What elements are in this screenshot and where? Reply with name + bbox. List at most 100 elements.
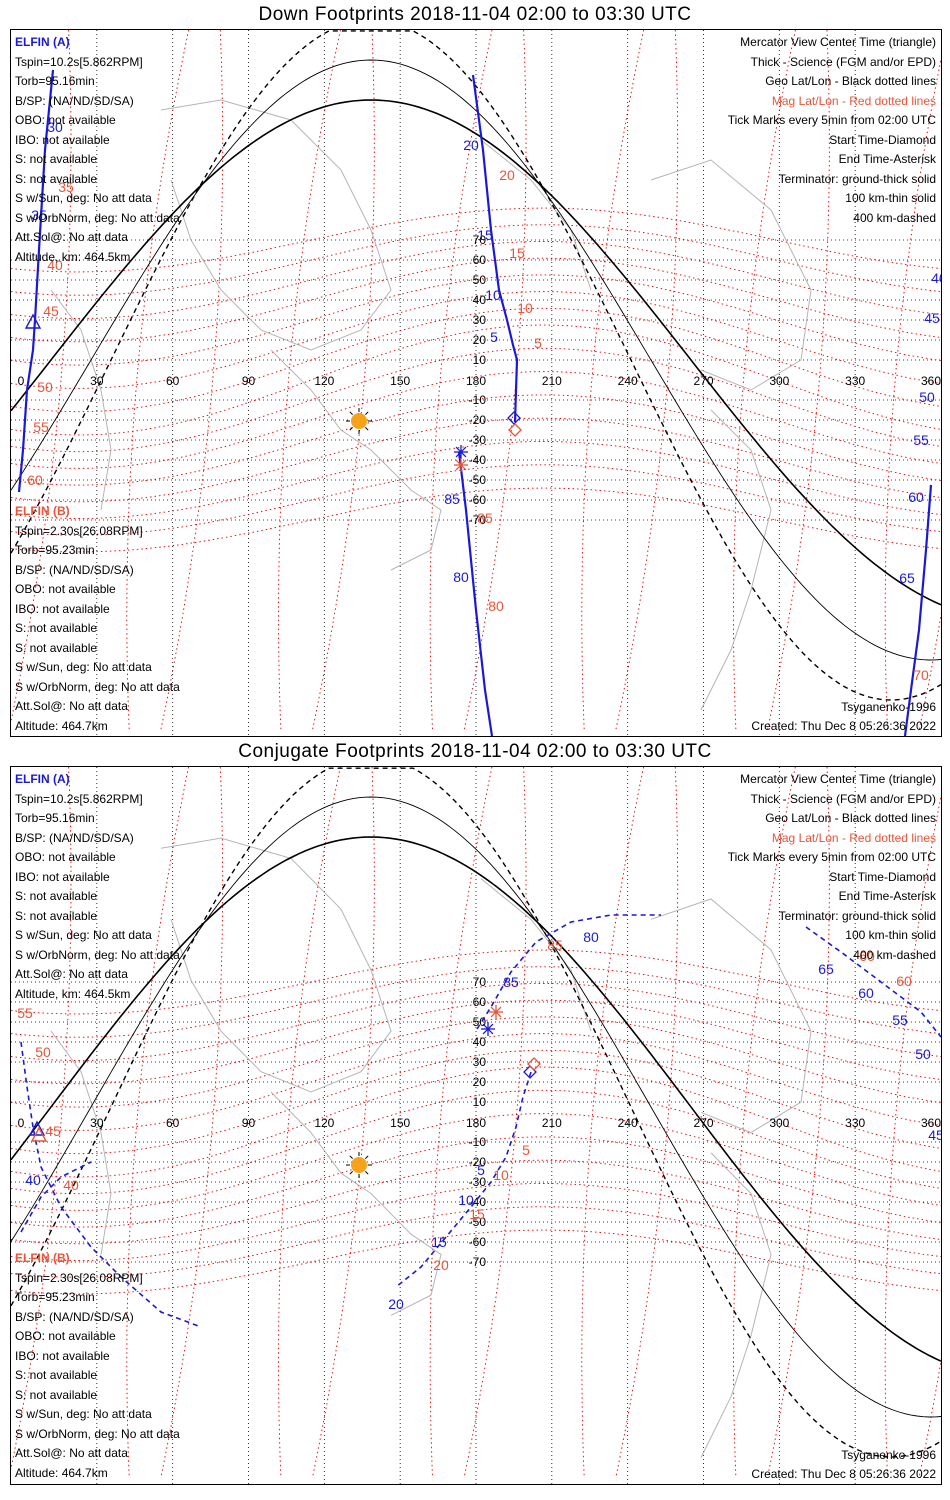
legend: Mercator View Center Time (triangle) Thi… <box>728 770 936 965</box>
info-line: IBO: not available <box>15 869 110 884</box>
lon-tick-label: 270 <box>693 374 713 388</box>
legend-item: 100 km-thin solid <box>845 928 936 942</box>
legend-item: Tick Marks every 5min from 02:00 UTC <box>727 850 936 864</box>
lon-tick-label: 0 <box>18 374 25 388</box>
lon-tick-label: 120 <box>314 1116 334 1130</box>
lon-tick-label: 150 <box>390 1116 410 1130</box>
track-tick-label: 15 <box>431 1234 447 1250</box>
start-diamond-icon <box>507 411 521 425</box>
legend-item: Geo Lat/Lon - Black dotted lines <box>765 811 936 825</box>
lon-tick-label: 300 <box>769 1116 789 1130</box>
track-tick-label: 15 <box>477 227 493 243</box>
track-elfin-a-conj-left <box>20 1041 202 1328</box>
info-line: OBO: not available <box>15 582 116 596</box>
info-line: S: not available <box>15 171 98 186</box>
lon-tick-label: 360 <box>921 1116 941 1130</box>
lat-tick-label: -10 <box>469 393 487 407</box>
lon-tick-label: 330 <box>845 1116 865 1130</box>
track-tick-label: 15 <box>509 245 525 261</box>
info-line: IBO: not available <box>15 1348 110 1363</box>
track-tick-label: 85 <box>477 510 493 526</box>
info-line: S: not available <box>15 1387 98 1402</box>
legend-item: 400 km-dashed <box>853 210 936 225</box>
map-canvas-down: 0 30 60 90 120 150 180 210 240 270 300 330 360 70 60 50… <box>11 30 941 736</box>
track-tick-label: 5 <box>522 1142 530 1158</box>
terminator-ground <box>11 99 941 606</box>
track-tick-label: 20 <box>499 167 515 183</box>
lon-tick-label: 240 <box>618 374 638 388</box>
info-line: S: not available <box>15 640 98 655</box>
mag-parallel <box>11 1033 941 1131</box>
legend: Mercator View Center Time (triangle) Thi… <box>728 33 936 228</box>
lon-tick-label: 150 <box>390 374 410 388</box>
info-line: S w/OrbNorm, deg: No att data <box>15 210 180 225</box>
mag-meridian <box>312 767 375 1478</box>
mag-parallel <box>11 241 941 319</box>
track-tick-label: 55 <box>892 1012 908 1028</box>
track-tick-label: 10 <box>485 287 501 303</box>
info-line: IBO: not available <box>15 601 110 616</box>
coastline <box>50 289 112 511</box>
info-line: Tspin=2.30s[26.08RPM] <box>15 523 143 538</box>
info-line: S w/Sun, deg: No att data <box>15 1407 152 1421</box>
track-tick-label: 80 <box>453 569 469 585</box>
sun-icon <box>351 413 367 429</box>
elfin-b-info: ELFIN (B) Tspin=2.30s[26.08RPM] Torb=95.… <box>15 1249 180 1483</box>
info-line: Torb=95.16min <box>15 74 95 88</box>
track-elfin-b-center <box>457 451 494 736</box>
lat-tick-label: -30 <box>469 433 487 447</box>
mag-parallel <box>11 949 941 1015</box>
info-line: Att.Sol@: No att data <box>15 699 128 713</box>
info-line: S w/OrbNorm, deg: No att data <box>15 947 180 962</box>
lat-tick-label: 60 <box>473 253 487 267</box>
mag-meridian <box>160 30 224 731</box>
panel-title-down: Down Footprints 2018-11-04 02:00 to 03:3… <box>258 4 692 25</box>
sun-ray <box>365 411 369 415</box>
track-tick-label: 60 <box>908 489 924 505</box>
lat-tick-label: 40 <box>473 293 487 307</box>
legend-item: End Time-Asterisk <box>838 889 936 903</box>
info-line: Torb=95.23min <box>15 1290 95 1304</box>
track-tick-label: 40 <box>25 1172 41 1188</box>
track-elfin-a-conj-upper <box>476 914 661 1030</box>
lon-tick-label: 180 <box>466 1116 486 1130</box>
lon-tick-label: 30 <box>90 1116 104 1130</box>
track-tick-label: 60 <box>27 472 43 488</box>
terminator-ground <box>11 836 941 1362</box>
lon-tick-label: 240 <box>618 1116 638 1130</box>
info-line: S w/OrbNorm, deg: No att data <box>15 1426 180 1441</box>
elfin-a-label: ELFIN (A) <box>15 35 70 49</box>
track-tick-label: 50 <box>915 1046 931 1062</box>
terminator-100km <box>11 59 941 661</box>
track-tick-label: 45 <box>45 1123 61 1139</box>
lon-tick-label: 0 <box>18 1116 25 1130</box>
mag-parallel <box>11 307 941 413</box>
info-line: OBO: not available <box>15 1329 116 1343</box>
track-tick-label: 50 <box>35 1044 51 1060</box>
track-tick-label: 40 <box>63 1177 79 1193</box>
lon-tick-label: 90 <box>242 1116 256 1130</box>
elfin-a-info: ELFIN (A) Tspin=10.2s[5.862RPM] Torb=95.… <box>15 33 180 267</box>
track-elfin-b-conj-left <box>20 1161 92 1233</box>
info-line: Altitude, km: 464.5km <box>15 249 131 264</box>
info-line: Altitude, km: 464.5km <box>15 986 131 1001</box>
mag-parallel <box>11 207 941 273</box>
track-tick-label: 85 <box>444 491 460 507</box>
legend-item: 100 km-thin solid <box>845 191 936 205</box>
end-asterisk-icon <box>490 1006 502 1018</box>
info-line: S: not available <box>15 152 98 166</box>
mag-meridian <box>615 767 679 1478</box>
lat-tick-label: 70 <box>473 975 487 989</box>
created-label: Created: Thu Dec 8 05:26:36 2022 <box>751 719 936 733</box>
lat-tick-label: -30 <box>469 1175 487 1189</box>
info-line: S: not available <box>15 889 98 903</box>
lon-tick-label: 30 <box>90 374 104 388</box>
lat-tick-label: 20 <box>473 1075 487 1089</box>
info-line: Att.Sol@: No att data <box>15 967 128 981</box>
mag-parallel <box>11 1113 941 1211</box>
lat-tick-label: 10 <box>473 1095 487 1109</box>
elfin-a-info: ELFIN (A) Tspin=10.2s[5.862RPM] Torb=95.… <box>15 770 180 1004</box>
lon-tick-label: 90 <box>242 374 256 388</box>
lat-tick-label: -70 <box>469 513 487 527</box>
terminator-400km <box>11 30 941 701</box>
